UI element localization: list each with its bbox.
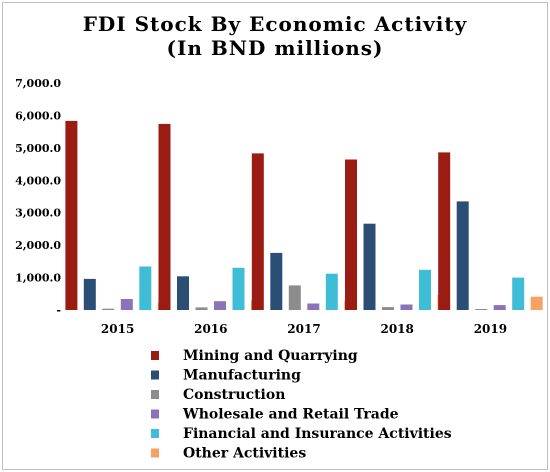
y-tick-label: 5,000.0 xyxy=(15,142,61,155)
bar xyxy=(232,267,245,310)
x-tick-label: 2019 xyxy=(474,322,507,336)
y-tick-label: 7,000.0 xyxy=(15,77,61,90)
y-tick-label: 1,000.0 xyxy=(15,272,61,285)
bar xyxy=(493,305,506,310)
legend-swatch xyxy=(151,448,159,458)
legend-label: Mining and Quarrying xyxy=(183,348,358,364)
y-tick-label: 2,000.0 xyxy=(15,239,61,252)
bars xyxy=(65,120,543,311)
bar xyxy=(438,152,451,310)
bar xyxy=(158,123,171,311)
bar xyxy=(325,273,338,310)
x-tick-label: 2017 xyxy=(287,322,320,336)
y-tick-label: - xyxy=(56,304,61,317)
fdi-chart: FDI Stock By Economic Activity (In BND m… xyxy=(15,12,543,462)
bar xyxy=(120,299,133,310)
bar xyxy=(177,276,189,310)
legend-swatch xyxy=(151,429,159,438)
bar xyxy=(102,308,115,310)
bar xyxy=(251,153,264,310)
y-tick-label: 4,000.0 xyxy=(15,174,61,187)
bar xyxy=(214,301,226,310)
y-tick-label: 6,000.0 xyxy=(15,109,61,122)
bar xyxy=(530,296,543,310)
bar xyxy=(65,120,78,311)
legend-swatch xyxy=(151,351,159,360)
legend: Mining and Quarrying Manufacturing Constru… xyxy=(151,348,452,462)
legend-label: Financial and Insurance Activities xyxy=(183,426,452,442)
bar xyxy=(419,269,431,310)
legend-swatch xyxy=(151,390,159,399)
legend-swatch xyxy=(151,370,159,380)
bar xyxy=(270,252,283,310)
bar xyxy=(382,307,394,310)
y-tick-label: 3,000.0 xyxy=(15,207,61,220)
bar xyxy=(83,278,96,310)
chart-title-line-1: FDI Stock By Economic Activity xyxy=(83,12,468,36)
bar xyxy=(195,307,208,310)
x-tick-label: 2016 xyxy=(194,322,227,336)
bar xyxy=(139,266,152,310)
legend-label: Construction xyxy=(183,387,285,403)
bar xyxy=(475,309,488,310)
legend-swatch xyxy=(151,409,159,419)
bar xyxy=(307,303,320,310)
x-axis: 2015 2016 2017 2018 2019 xyxy=(101,322,507,336)
x-tick-label: 2015 xyxy=(101,322,134,336)
bar xyxy=(345,159,357,310)
legend-label: Other Activities xyxy=(183,446,306,462)
y-axis: - 1,000.0 2,000.0 3,000.0 4,000.0 5,000.0 6,00… xyxy=(15,77,61,317)
legend-label: Wholesale and Retail Trade xyxy=(182,407,399,423)
x-tick-label: 2018 xyxy=(380,322,413,336)
legend-label: Manufacturing xyxy=(183,368,301,384)
bar xyxy=(512,277,525,310)
bar xyxy=(456,201,469,310)
bar xyxy=(363,223,376,310)
bar xyxy=(288,285,301,310)
chart-title-line-2: (In BND millions) xyxy=(167,36,384,60)
bar xyxy=(400,304,413,310)
